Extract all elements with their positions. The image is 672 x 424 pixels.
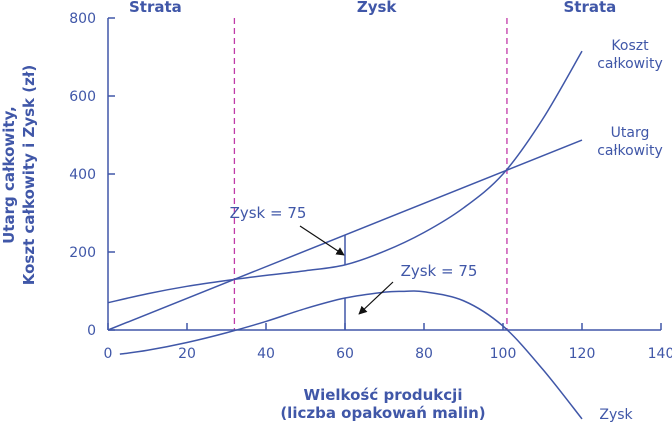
y-tick-label: 800 [69, 11, 96, 27]
x-tick-label: 140 [648, 346, 672, 362]
x-axis-title-line-2: (liczba opakowań malin) [280, 404, 485, 422]
region-labels: Strata Zysk Strata [129, 0, 616, 16]
x-tick-label: 80 [415, 346, 433, 362]
annotation-lower-arrow [358, 281, 394, 315]
curve-labels: Utarg całkowity Koszt całkowity Zysk [597, 38, 663, 423]
annotation-upper-arrow [299, 225, 345, 256]
breakeven-lines [233, 18, 508, 330]
x-ticks: 0 20 40 60 80 100 120 140 [104, 323, 672, 362]
axes [107, 18, 661, 331]
y-tick-label: 400 [69, 167, 96, 183]
x-tick-label: 60 [336, 346, 354, 362]
y-axis-title-line-2: Koszt całkowity i Zysk (zł) [20, 65, 38, 286]
cost-curve-label: Koszt całkowity [597, 38, 663, 72]
profit-curve-label: Zysk [599, 407, 633, 423]
y-axis-title-line-1: Utarg całkowity, [0, 106, 18, 244]
profit-curve [119, 290, 583, 420]
x-tick-label: 120 [569, 346, 596, 362]
region-label: Strata [564, 0, 617, 16]
x-axis-title-line-1: Wielkość produkcji [304, 386, 463, 404]
x-tick-label: 100 [490, 346, 517, 362]
x-tick-label: 40 [257, 346, 275, 362]
x-tick-label: 0 [104, 346, 113, 362]
annotation-upper-label: Zysk = 75 [230, 204, 307, 222]
annotation-lower-label: Zysk = 75 [401, 262, 478, 280]
region-label: Strata [129, 0, 182, 16]
region-label: Zysk [357, 0, 398, 16]
total-cost-curve [107, 50, 583, 304]
x-tick-label: 20 [178, 346, 196, 362]
y-tick-label: 200 [69, 245, 96, 261]
profit-annotations: Zysk = 75 Zysk = 75 [230, 204, 478, 330]
y-tick-label: 0 [87, 323, 96, 339]
revenue-curve-label: Utarg całkowity [597, 125, 663, 159]
y-tick-label: 600 [69, 89, 96, 105]
y-ticks: 0 200 400 600 800 [69, 11, 115, 339]
